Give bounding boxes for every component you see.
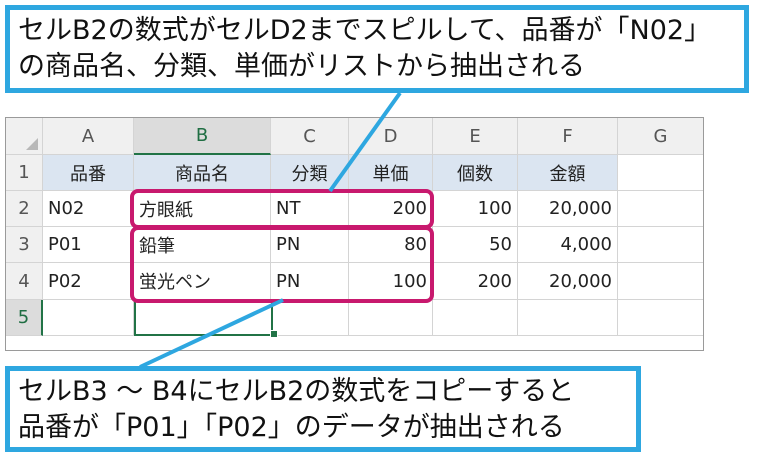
- cell-g3[interactable]: [618, 227, 703, 263]
- cell-c1[interactable]: 分類: [271, 155, 349, 191]
- cell-f5[interactable]: [518, 300, 618, 336]
- cell-f1[interactable]: 金額: [518, 155, 618, 191]
- row-header-5[interactable]: 5: [6, 300, 43, 336]
- column-header-f[interactable]: F: [518, 118, 618, 155]
- cell-g4[interactable]: [618, 263, 703, 300]
- top-callout-line2: の商品名、分類、単価がリストから抽出される: [18, 51, 585, 82]
- column-header-b[interactable]: B: [134, 118, 271, 155]
- cell-b1[interactable]: 商品名: [134, 155, 271, 191]
- cell-a5[interactable]: [43, 300, 134, 336]
- column-header-a[interactable]: A: [43, 118, 134, 155]
- cell-e2[interactable]: 100: [433, 191, 518, 227]
- cell-d5[interactable]: [349, 300, 433, 336]
- column-header-g[interactable]: G: [618, 118, 703, 155]
- row-header-4[interactable]: 4: [6, 263, 43, 300]
- select-all-triangle-icon: [26, 138, 38, 150]
- top-callout-pointer: [328, 91, 402, 193]
- column-header-e[interactable]: E: [433, 118, 518, 155]
- cell-c3[interactable]: PN: [271, 227, 349, 263]
- cell-b3[interactable]: 鉛筆: [134, 227, 271, 263]
- row-header-1[interactable]: 1: [6, 155, 43, 191]
- cell-e4[interactable]: 200: [433, 263, 518, 300]
- cell-e3[interactable]: 50: [433, 227, 518, 263]
- fill-handle[interactable]: [270, 330, 278, 338]
- cell-d1[interactable]: 単価: [349, 155, 433, 191]
- cell-f2[interactable]: 20,000: [518, 191, 618, 227]
- bottom-callout-pointer: [139, 298, 284, 369]
- row-header-3[interactable]: 3: [6, 227, 43, 263]
- cell-g5[interactable]: [618, 300, 703, 336]
- cell-e5[interactable]: [433, 300, 518, 336]
- cell-f4[interactable]: 20,000: [518, 263, 618, 300]
- bottom-callout: セルB3 〜 B4にセルB2の数式をコピーすると 品番が「P01」「P02」のデ…: [5, 366, 641, 452]
- cell-g2[interactable]: [618, 191, 703, 227]
- cell-a1[interactable]: 品番: [43, 155, 134, 191]
- cell-g1[interactable]: [618, 155, 703, 191]
- top-callout: セルB2の数式がセルD2までスピルして、品番が「N02」 の商品名、分類、単価が…: [5, 5, 749, 93]
- bottom-callout-line2: 品番が「P01」「P02」のデータが抽出される: [18, 412, 565, 443]
- column-header-d[interactable]: D: [349, 118, 433, 155]
- cell-c5[interactable]: [273, 300, 349, 336]
- select-all-corner[interactable]: [6, 118, 43, 155]
- bottom-callout-line1: セルB3 〜 B4にセルB2の数式をコピーすると: [18, 376, 575, 407]
- cell-f3[interactable]: 4,000: [518, 227, 618, 263]
- top-callout-line1: セルB2の数式がセルD2までスピルして、品番が「N02」: [18, 15, 712, 46]
- row-header-2[interactable]: 2: [6, 191, 43, 227]
- column-header-c[interactable]: C: [271, 118, 349, 155]
- cell-e1[interactable]: 個数: [433, 155, 518, 191]
